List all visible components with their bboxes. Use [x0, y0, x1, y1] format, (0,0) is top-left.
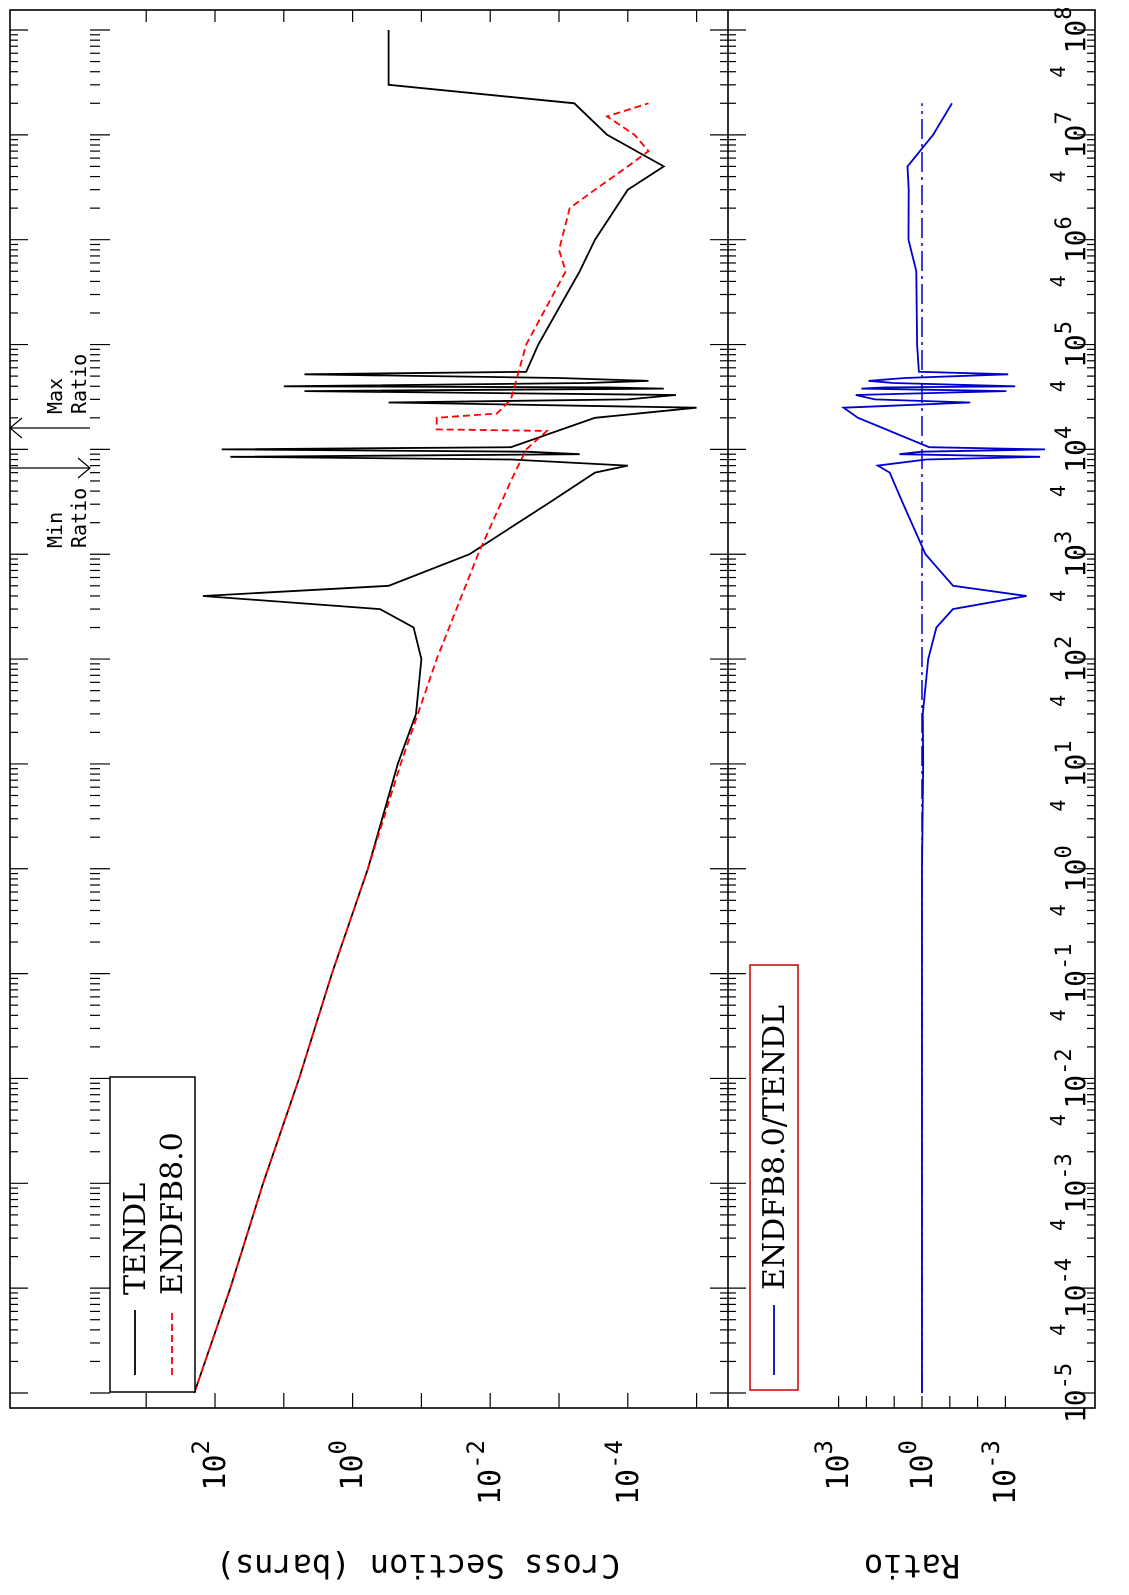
energy-tick-label: 10-1	[1052, 944, 1092, 1004]
minor-tick-label: 4	[1046, 1219, 1070, 1231]
y-axis-label: Cross Section (barns)	[216, 1547, 621, 1585]
series-tendl	[193, 30, 697, 1394]
svg-text:10-1: 10-1	[1052, 944, 1092, 1004]
svg-text:105: 105	[1052, 321, 1092, 368]
energy-tick-label: 106	[1052, 216, 1092, 263]
svg-text:ENDFB8.0: ENDFB8.0	[155, 1132, 190, 1295]
legend-label-endfb: ENDFB8.0	[155, 1132, 190, 1295]
svg-text:4: 4	[1046, 1324, 1070, 1336]
svg-text:10-4: 10-4	[1052, 1258, 1092, 1318]
legend-bottom: ENDFB8.0/TENDL	[749, 964, 799, 1391]
energy-tick-label: 100	[1052, 845, 1092, 892]
minor-tick-label: 4	[1046, 66, 1070, 78]
svg-text:4: 4	[1046, 171, 1070, 183]
svg-text:4: 4	[1046, 1114, 1070, 1126]
value-ticks	[145, 10, 1007, 1408]
min-ratio-label: MinRatio	[43, 488, 91, 548]
svg-text:4: 4	[1046, 1009, 1070, 1021]
svg-text:4: 4	[1046, 485, 1070, 497]
svg-text:104: 104	[1052, 426, 1092, 473]
energy-tick-label: 105	[1052, 321, 1092, 368]
energy-tick-labels: 10-5 4 10-4 4 10-3 4 10-2 4 10-1 4 100 4 101 4 102 4 103…	[1046, 7, 1092, 1424]
svg-text:100: 100	[324, 1440, 370, 1491]
energy-tick-label: 107	[1052, 111, 1092, 158]
value-tick-labels: 102 100 10-2 10-4 103 100 10-3	[187, 1440, 1023, 1505]
min-ratio-arrow	[77, 457, 91, 479]
svg-text:4: 4	[1046, 695, 1070, 707]
svg-text:4: 4	[1046, 275, 1070, 287]
minor-tick-label: 4	[1046, 695, 1070, 707]
y-tick-label: 10-2	[462, 1440, 508, 1505]
svg-text:TENDL: TENDL	[118, 1183, 153, 1295]
minor-tick-label: 4	[1046, 380, 1070, 392]
svg-text:10-3: 10-3	[1052, 1153, 1092, 1213]
svg-text:4: 4	[1046, 380, 1070, 392]
minor-tick-label: 4	[1046, 590, 1070, 602]
energy-tick-label: 102	[1052, 636, 1092, 683]
max-ratio-arrow	[9, 417, 23, 439]
svg-text:102: 102	[1052, 636, 1092, 683]
energy-ticks	[10, 29, 1095, 1394]
svg-text:101: 101	[1052, 740, 1092, 787]
energy-tick-label: 104	[1052, 426, 1092, 473]
energy-tick-label: 108	[1052, 7, 1092, 54]
ratio-tick-label: 103	[810, 1440, 856, 1491]
svg-text:10-5: 10-5	[1052, 1363, 1092, 1423]
minor-tick-label: 4	[1046, 275, 1070, 287]
minor-tick-label: 4	[1046, 800, 1070, 812]
energy-tick-label: 10-5	[1052, 1363, 1092, 1423]
energy-tick-label: 10-2	[1052, 1048, 1092, 1108]
ratio-annotations: MinRatio MaxRatio	[9, 354, 91, 548]
svg-text:4: 4	[1046, 590, 1070, 602]
svg-text:108: 108	[1052, 7, 1092, 54]
svg-text:100: 100	[1052, 845, 1092, 892]
svg-text:106: 106	[1052, 216, 1092, 263]
series-ratio	[840, 102, 1046, 1393]
ratio-tick-label: 10-3	[977, 1440, 1023, 1505]
energy-tick-label: 10-4	[1052, 1258, 1092, 1318]
legend-label-tendl: TENDL	[118, 1183, 153, 1295]
svg-text:MinRatio: MinRatio	[43, 488, 91, 548]
minor-tick-label: 4	[1046, 1324, 1070, 1336]
svg-text:Cross Section (barns): Cross Section (barns)	[216, 1547, 621, 1585]
series-endfb8-0	[193, 102, 650, 1394]
svg-text:10-2: 10-2	[462, 1440, 508, 1505]
svg-text:Ratio: Ratio	[864, 1547, 960, 1585]
svg-text:10-4: 10-4	[600, 1440, 646, 1505]
svg-text:ENDFB8.0/TENDL: ENDFB8.0/TENDL	[757, 1005, 792, 1290]
svg-text:102: 102	[187, 1440, 233, 1491]
y-tick-label: 10-4	[600, 1440, 646, 1505]
svg-text:103: 103	[1052, 531, 1092, 578]
minor-tick-label: 4	[1046, 171, 1070, 183]
svg-text:4: 4	[1046, 800, 1070, 812]
svg-text:100: 100	[894, 1440, 940, 1491]
plot-frame	[9, 9, 1096, 1409]
minor-tick-label: 4	[1046, 485, 1070, 497]
legend-top: TENDL ENDFB8.0	[109, 1076, 196, 1393]
svg-text:4: 4	[1046, 1219, 1070, 1231]
energy-tick-label: 101	[1052, 740, 1092, 787]
svg-text:10-3: 10-3	[977, 1440, 1023, 1505]
svg-text:4: 4	[1046, 66, 1070, 78]
svg-text:MaxRatio: MaxRatio	[43, 354, 91, 414]
minor-tick-label: 4	[1046, 1009, 1070, 1021]
minor-tick-label: 4	[1046, 904, 1070, 916]
minor-tick-label: 4	[1046, 1114, 1070, 1126]
svg-text:103: 103	[810, 1440, 856, 1491]
y-tick-label: 102	[187, 1440, 233, 1491]
svg-text:107: 107	[1052, 111, 1092, 158]
ratio-tick-label: 100	[894, 1440, 940, 1491]
svg-text:4: 4	[1046, 904, 1070, 916]
svg-text:10-2: 10-2	[1052, 1048, 1092, 1108]
legend-box	[109, 1076, 196, 1393]
energy-tick-label: 103	[1052, 531, 1092, 578]
legend-label-ratio: ENDFB8.0/TENDL	[757, 1005, 792, 1290]
y-tick-label: 100	[324, 1440, 370, 1491]
energy-tick-label: 10-3	[1052, 1153, 1092, 1213]
max-ratio-label: MaxRatio	[43, 354, 91, 414]
ratio-axis-label: Ratio	[864, 1547, 960, 1585]
